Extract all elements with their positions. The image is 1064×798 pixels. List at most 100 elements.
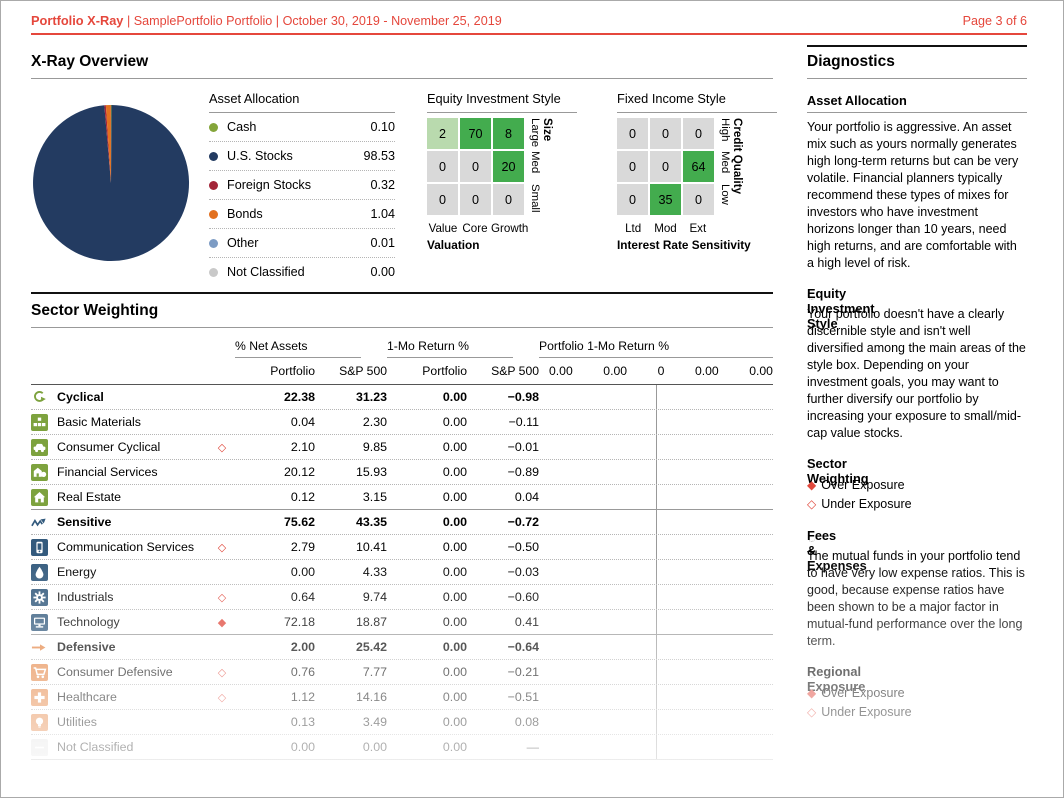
table-row: Healthcare 1.12 14.16 0.00 −0.51 [31,684,773,709]
sector-label: Technology [57,615,120,629]
fixed-income-heading: Fixed Income Style [617,91,726,106]
column-header: Portfolio [270,364,315,378]
foreign-stocks-dot-icon [209,180,218,190]
table-subheader: Portfolio S&P 500 Portfolio S&P 500 0.00… [31,358,773,385]
report-header: Portfolio X-Ray | SamplePortfolio Portfo… [31,1,1027,35]
style-cell: 0 [460,151,491,182]
diagnostics-section-asset-allocation: Asset Allocation Your portfolio is aggre… [807,93,1027,272]
divider [617,112,777,113]
sector-weighting-table: % Net Assets 1-Mo Return % Portfolio 1-M… [31,334,773,760]
equity-style-grid: 2 70 8 0 0 20 0 0 0 [427,118,524,217]
table-row: Industrials 0.64 9.74 0.00 −0.60 [31,584,773,609]
section-body: Your portfolio is aggressive. An asset m… [807,120,1019,270]
section-heading: Asset Allocation [807,93,1027,113]
return-bar-area [539,385,773,409]
return-bar-area [539,610,773,634]
one-mo-return-group-header: 1-Mo Return % [387,339,513,358]
return-bar-area [539,535,773,559]
return-bar-area [539,685,773,709]
industrials-icon [31,588,48,606]
sector-weighting-title: Sector Weighting [31,302,159,319]
over-exposure-diamond-icon: ◆ [807,478,817,492]
divider [427,112,577,113]
table-row: Basic Materials 0.04 2.30 0.00 −0.11 [31,409,773,434]
cyclical-icon [31,390,57,405]
equity-style-box: Equity Investment Style 2 70 8 0 0 20 0 … [427,89,577,286]
return-bar-area [539,435,773,459]
sector-label: Consumer Cyclical [57,440,161,454]
section-body: Your portfolio doesn't have a clearly di… [807,307,1026,440]
equity-style-heading: Equity Investment Style [427,91,561,106]
style-cell: 0 [617,151,648,182]
style-cell: 0 [650,118,681,149]
list-item: Bonds 1.04 [209,199,395,228]
section-heading: Regional Exposure [807,664,866,694]
list-item: Cash 0.10 [209,113,395,141]
table-row: Sensitive 75.62 43.35 0.00 −0.72 [31,509,773,534]
return-bar-area [539,485,773,509]
report-subtitle: | SamplePortfolio Portfolio | October 30… [126,14,502,28]
table-row: Technology 72.18 18.87 0.00 0.41 [31,609,773,634]
equity-valuation-labels: Value Core Growth [428,222,529,235]
table-row: Financial Services 20.12 15.93 0.00 −0.8… [31,459,773,484]
divider [31,327,773,328]
basic-materials-icon [31,413,48,431]
sector-label: Energy [57,565,97,579]
asset-allocation-heading: Asset Allocation [209,91,300,106]
fixed-income-grid: 0 0 0 0 0 64 0 35 0 [617,118,714,217]
return-bar-area [539,510,773,534]
section-divider [31,292,773,294]
return-bar-area [539,460,773,484]
sector-label: Financial Services [57,465,158,479]
exposure-diamond [209,441,235,454]
report-title: Portfolio X-Ray [31,13,124,28]
page-number: Page 3 of 6 [962,14,1027,28]
credit-quality-labels: High Med Low [719,118,731,205]
style-cell: 0 [460,184,491,215]
style-cell: 0 [493,184,524,215]
return-bar-area [539,560,773,584]
diagnostics-section-sector-weighting: Sector Weighting ◆ Over Exposure ◇ Under E… [807,456,1027,514]
table-row: Utilities 0.13 3.49 0.00 0.08 [31,709,773,734]
cash-dot-icon [209,122,218,132]
divider [31,78,773,79]
style-cell: 0 [650,151,681,182]
exposure-diamond [209,616,235,629]
style-cell: 0 [683,118,714,149]
table-row: Real Estate 0.12 3.15 0.00 0.04 [31,484,773,509]
legend-item: ◇ Under Exposure [807,497,912,511]
divider [209,112,395,113]
return-bar-area [539,635,773,659]
exposure-diamond [209,691,235,704]
diagnostics-section-fees-expenses: Fees & Expenses The mutual funds in your… [807,528,1027,650]
real-estate-icon [31,488,48,506]
financial-services-icon [31,463,48,481]
return-axis-ticks: 0.00 0.00 0 0.00 0.00 [549,364,773,378]
divider [807,78,1027,79]
portfolio-return-group-header: Portfolio 1-Mo Return % [539,339,773,358]
style-cell: 35 [650,184,681,215]
sensitive-icon [31,515,57,530]
not-classified-dot-icon [209,267,218,277]
asset-allocation-legend: Asset Allocation Cash 0.10 U.S. Stocks 98.… [209,89,395,286]
consumer-cyclical-icon [31,438,48,456]
exposure-diamond [209,541,235,554]
legend-item: ◇ Under Exposure [807,705,912,719]
style-cell: 0 [427,184,458,215]
table-group-header: % Net Assets 1-Mo Return % Portfolio 1-M… [31,334,773,358]
style-cell: 0 [683,184,714,215]
asset-allocation-pie-chart [31,103,191,286]
list-item: Foreign Stocks 0.32 [209,170,395,199]
table-row: Energy 0.00 4.33 0.00 −0.03 [31,559,773,584]
us-stocks-dot-icon [209,151,218,161]
list-item: Not Classified 0.00 [209,257,395,286]
sector-label: Real Estate [57,490,122,504]
sector-label: Industrials [57,590,114,604]
table-row: Cyclical 22.38 31.23 0.00 −0.98 [31,385,773,409]
return-bar-area [539,710,773,734]
xray-overview-title: X-Ray Overview [31,53,149,70]
sector-label: Cyclical [57,390,104,404]
diagnostics-title: Diagnostics [807,45,1027,78]
style-cell: 0 [617,184,648,215]
